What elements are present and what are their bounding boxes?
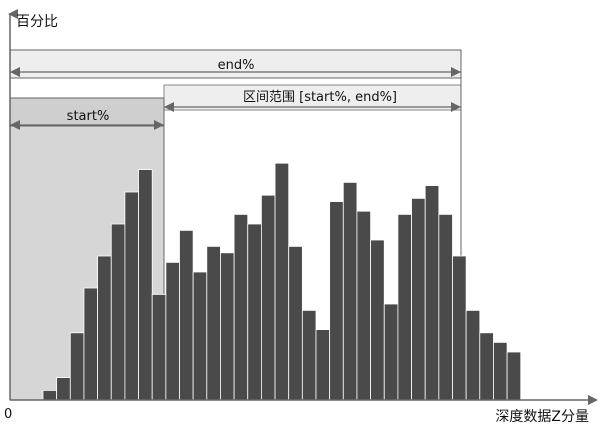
histogram-bar	[465, 309, 481, 401]
histogram-bar	[165, 261, 180, 401]
histogram-bar	[247, 223, 262, 401]
histogram-bar	[438, 213, 453, 401]
end-range-label: end%	[218, 58, 255, 73]
histogram-bar	[288, 245, 303, 401]
histogram-bar	[233, 213, 249, 401]
y-axis-label: 百分比	[16, 14, 58, 30]
histogram-bar	[383, 303, 399, 401]
histogram-bar	[220, 252, 235, 401]
end-band	[9, 49, 462, 79]
histogram-bar	[56, 377, 71, 401]
histogram-bars	[42, 162, 522, 401]
histogram-bar	[274, 162, 290, 401]
histogram-bar	[329, 201, 344, 401]
histogram-bar	[260, 194, 276, 401]
end-range-arrowhead-right	[451, 67, 461, 77]
histogram-bar	[370, 239, 385, 401]
histogram-bar	[42, 389, 58, 401]
histogram-bar	[138, 169, 153, 401]
histogram-bar	[424, 185, 440, 401]
histogram-bar	[151, 293, 167, 401]
start-arrowhead-left	[10, 120, 20, 130]
histogram-bar	[69, 332, 85, 401]
histogram-bar	[397, 213, 412, 401]
histogram-bar	[179, 229, 194, 401]
x-axis-label: 深度数据Z分量	[495, 409, 589, 425]
histogram-bar	[206, 245, 221, 401]
histogram-bar	[97, 255, 112, 401]
interval-band	[163, 84, 462, 111]
histogram-bar	[192, 271, 208, 401]
histogram-bar	[356, 210, 372, 401]
histogram-bar	[506, 351, 522, 401]
histogram-bar	[110, 223, 126, 401]
histogram-bar	[342, 181, 358, 401]
histogram-bar	[411, 197, 426, 401]
histogram-bar	[452, 255, 467, 401]
histogram-bar	[83, 287, 98, 401]
start-arrowhead-right	[154, 120, 164, 130]
histogram-bar	[301, 309, 317, 401]
interval-arrowhead-left	[164, 102, 174, 112]
start-band	[9, 97, 165, 127]
end-range-arrowhead-left	[10, 67, 20, 77]
histogram-bar	[479, 332, 494, 401]
start-range-label: start%	[67, 109, 110, 124]
histogram-bar	[315, 329, 331, 401]
interval-arrowhead-right	[451, 102, 461, 112]
interval-range-label: 区间范围 [start%, end%]	[243, 90, 397, 105]
origin-label: 0	[4, 407, 12, 422]
histogram-bar	[493, 341, 508, 401]
histogram-bar	[124, 191, 139, 401]
